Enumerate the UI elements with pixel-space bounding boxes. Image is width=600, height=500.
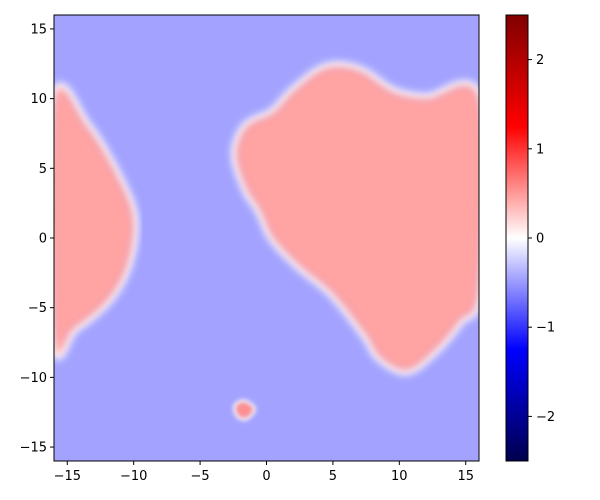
plot-area: [53, 14, 480, 462]
colorbar-tick-label: −2: [536, 410, 555, 425]
y-tick-label: 5: [39, 162, 47, 177]
y-tick-label: −15: [20, 441, 47, 456]
x-tick-label: −5: [191, 469, 210, 484]
colorbar-tick-label: −1: [536, 321, 555, 336]
colorbar: −2 −1 0 1 2: [505, 14, 555, 462]
x-tick-label: 0: [262, 469, 270, 484]
y-tick-label: −5: [28, 301, 47, 316]
heatmap-regions: [54, 66, 479, 418]
y-tick-label: 15: [30, 22, 47, 37]
heatmap-region: [236, 66, 479, 371]
y-axis: −15 −10 −5 0 5 10 15: [20, 22, 54, 456]
x-tick-label: −10: [120, 469, 147, 484]
heatmap-region: [54, 87, 134, 356]
y-tick-label: 10: [30, 92, 47, 107]
colorbar-tick-label: 2: [536, 53, 544, 68]
x-tick-label: 5: [329, 469, 337, 484]
colorbar-ticks: −2 −1 0 1 2: [528, 53, 555, 425]
colorbar-tick-label: 1: [536, 142, 544, 157]
x-tick-label: −15: [54, 469, 81, 484]
y-tick-label: 0: [39, 232, 47, 247]
colorbar-tick-label: 0: [536, 232, 544, 247]
colorbar-body: [505, 14, 529, 462]
x-axis: −15 −10 −5 0 5 10 15: [54, 461, 474, 484]
x-tick-label: 10: [391, 469, 408, 484]
x-tick-label: 15: [457, 469, 474, 484]
y-tick-label: −10: [20, 371, 47, 386]
heatmap-region: [235, 402, 254, 418]
